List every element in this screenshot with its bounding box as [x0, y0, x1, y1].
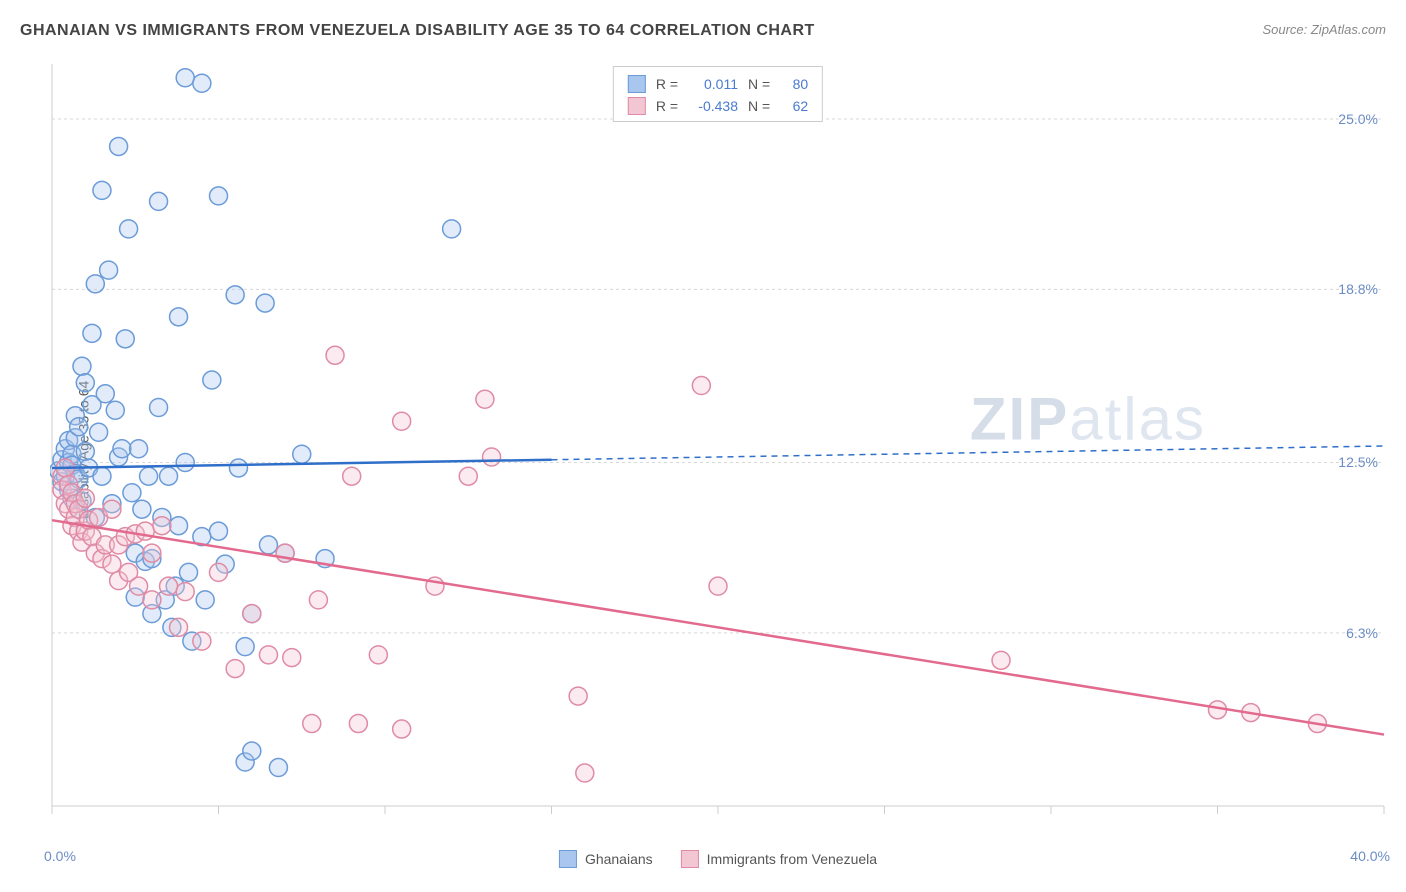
n-label: N =: [748, 76, 770, 92]
x-axis-min-label: 0.0%: [44, 848, 76, 864]
source-attribution: Source: ZipAtlas.com: [1262, 22, 1386, 37]
y-grid-label: 12.5%: [1338, 454, 1378, 470]
y-grid-label: 25.0%: [1338, 111, 1378, 127]
r-value: 0.011: [688, 76, 738, 92]
r-value: -0.438: [688, 98, 738, 114]
x-axis-max-label: 40.0%: [1350, 848, 1390, 864]
y-grid-label: 6.3%: [1346, 625, 1378, 641]
legend-item: Immigrants from Venezuela: [681, 850, 877, 868]
chart-title: GHANAIAN VS IMMIGRANTS FROM VENEZUELA DI…: [20, 22, 815, 40]
r-label: R =: [656, 98, 678, 114]
series-swatch: [628, 97, 646, 115]
stats-row: R = -0.438 N = 62: [628, 95, 808, 117]
n-label: N =: [748, 98, 770, 114]
legend-swatch: [681, 850, 699, 868]
stats-row: R = 0.011 N = 80: [628, 73, 808, 95]
legend-swatch: [559, 850, 577, 868]
n-value: 62: [780, 98, 808, 114]
scatter-plot: [50, 62, 1386, 838]
legend-label: Ghanaians: [585, 851, 653, 867]
series-swatch: [628, 75, 646, 93]
chart-container: Disability Age 35 to 64 ZIPatlas R = 0.0…: [50, 62, 1386, 838]
n-value: 80: [780, 76, 808, 92]
y-grid-label: 18.8%: [1338, 281, 1378, 297]
r-label: R =: [656, 76, 678, 92]
legend-label: Immigrants from Venezuela: [707, 851, 877, 867]
legend: Ghanaians Immigrants from Venezuela: [559, 850, 877, 868]
legend-item: Ghanaians: [559, 850, 653, 868]
stats-legend-box: R = 0.011 N = 80 R = -0.438 N = 62: [613, 66, 823, 122]
